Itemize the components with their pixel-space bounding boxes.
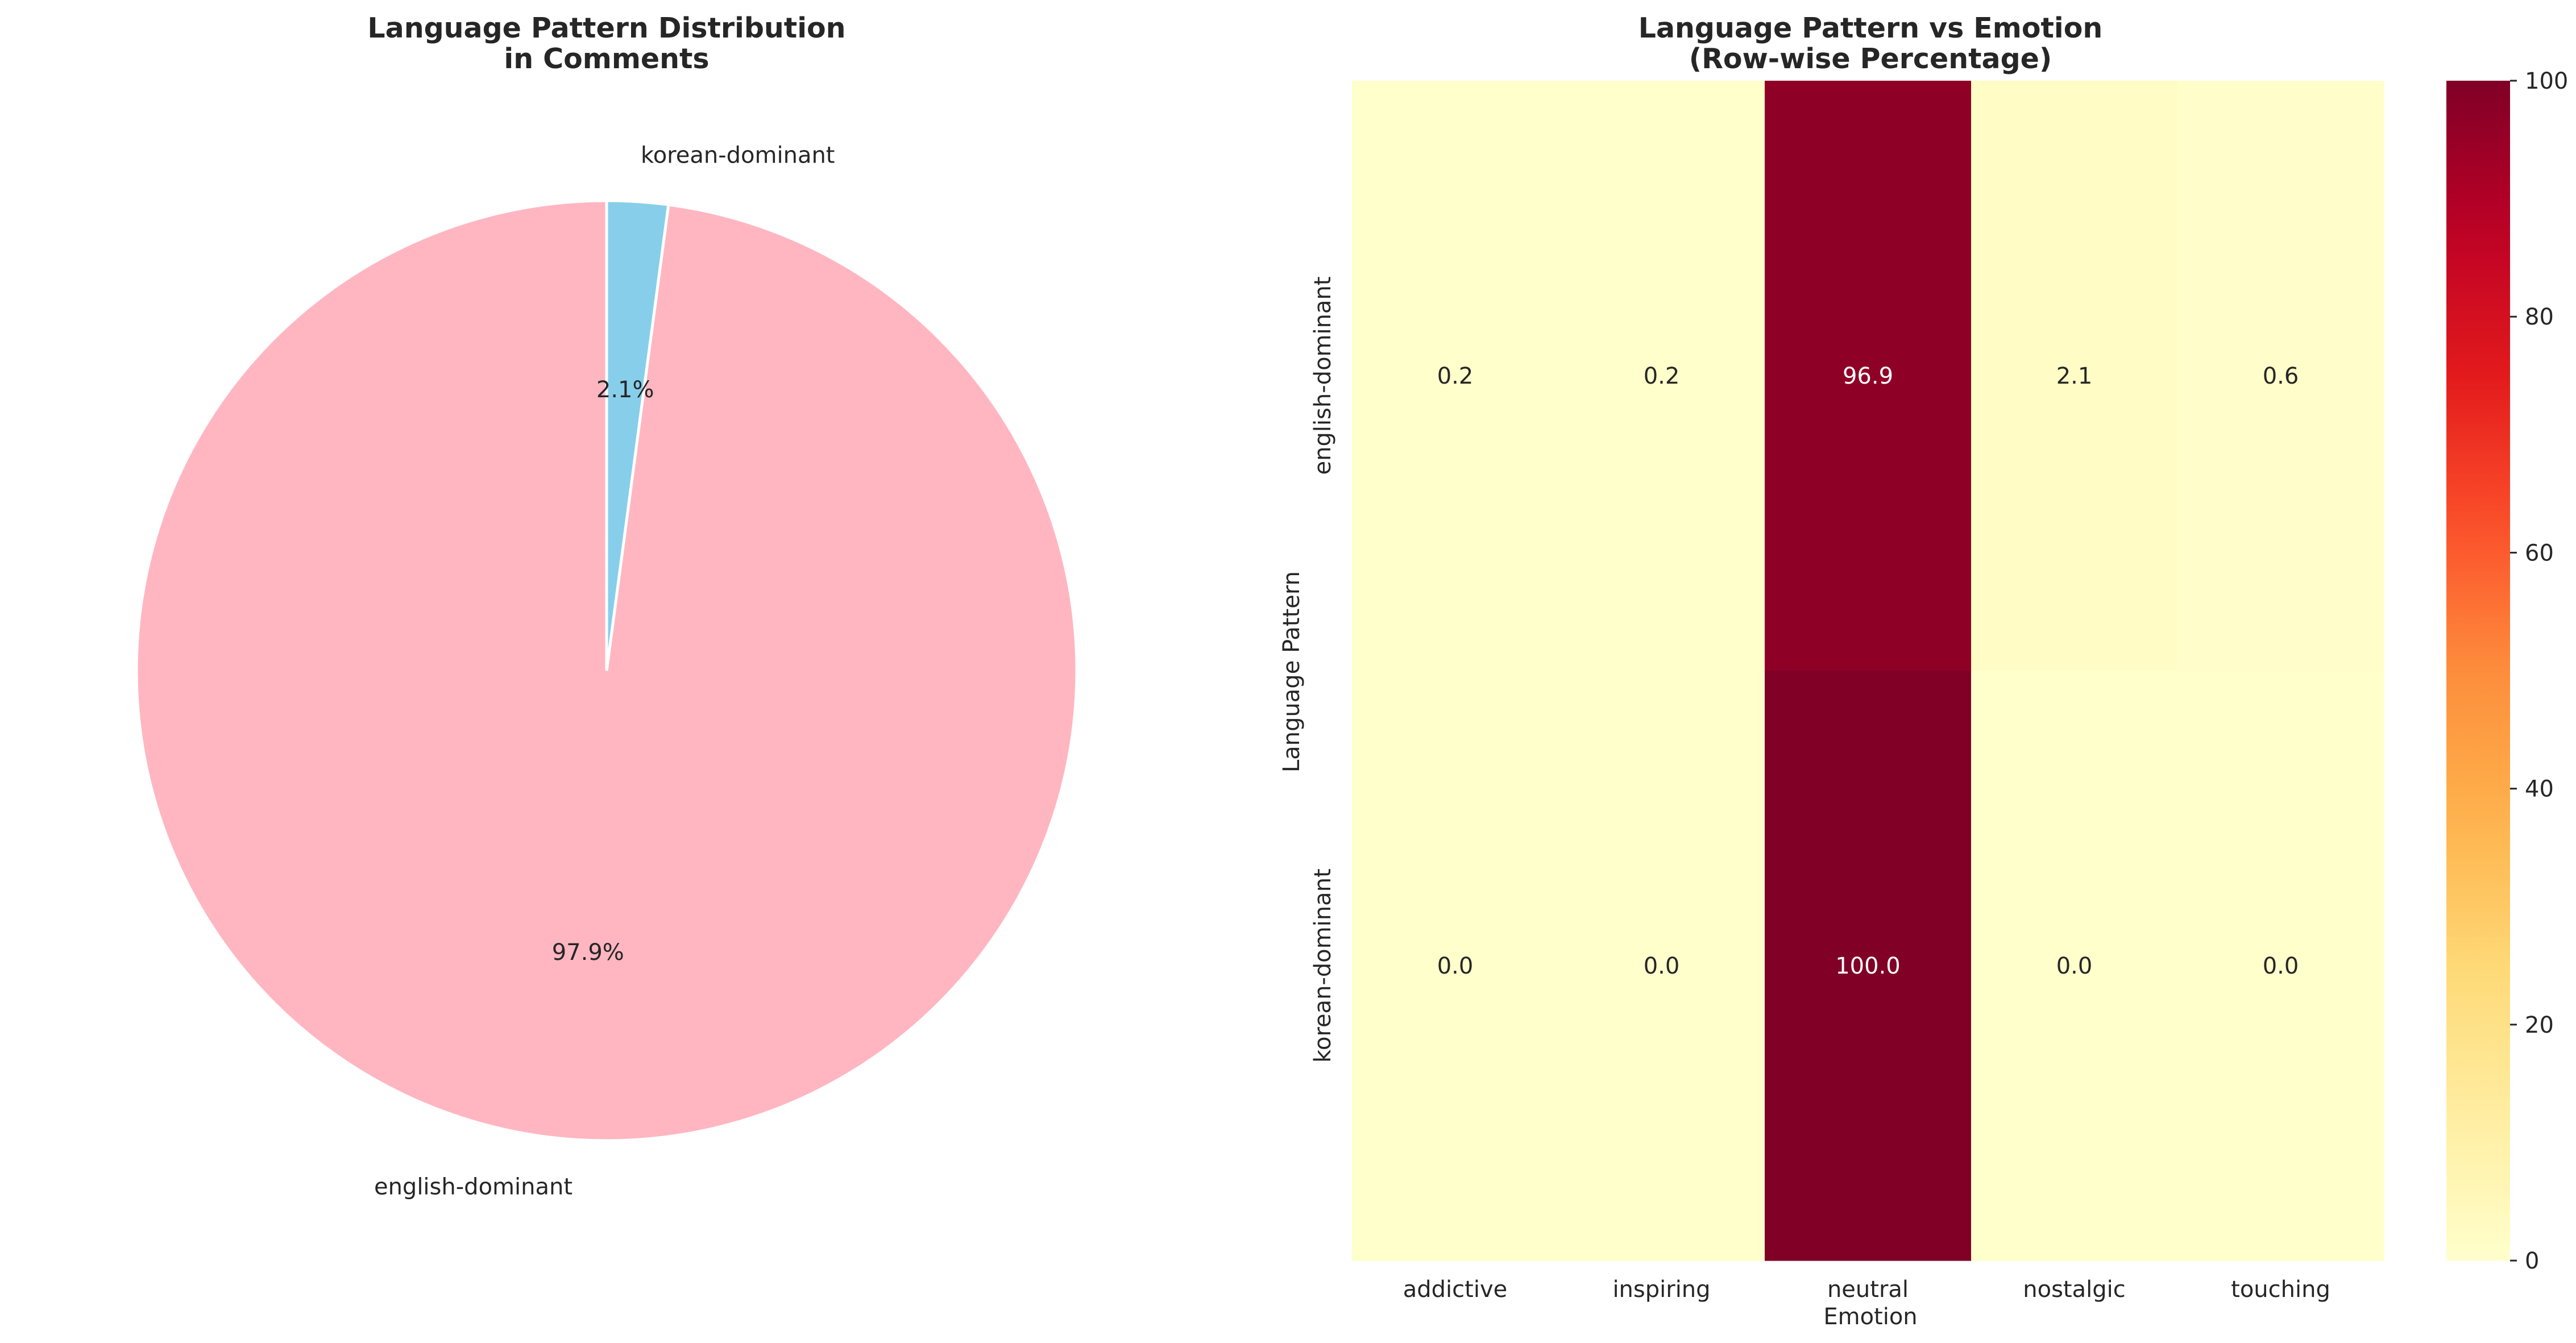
heatmap-value-english-dominant-nostalgic: 2.1 [2056, 363, 2093, 389]
heatmap-value-english-dominant-neutral: 96.9 [1843, 363, 1893, 389]
pie-slice-korean-dominant [605, 199, 670, 671]
colorbar: 0 20 40 60 80 100 [2446, 68, 2568, 1274]
colorbar-tick-label-20: 20 [2525, 1012, 2554, 1038]
heatmap-cell-english-dominant-nostalgic [1971, 81, 2178, 671]
heatmap-cell-english-dominant-neutral [1765, 81, 1972, 671]
colorbar-tick-label-60: 60 [2525, 540, 2554, 566]
heatmap-value-labels: 0.2 0.2 96.9 2.1 0.6 0.0 0.0 100.0 0.0 0.0 [1437, 363, 2299, 979]
heatmap-cell-english-dominant-addictive [1352, 81, 1559, 671]
pie-pct-korean-dominant: 2.1% [596, 377, 654, 403]
heatmap-title-line2: (Row-wise Percentage) [1689, 43, 2052, 75]
heatmap-value-english-dominant-addictive: 0.2 [1437, 363, 1474, 389]
pie-label-korean-dominant: korean-dominant [641, 142, 835, 168]
heatmap-cell-korean-dominant-addictive [1352, 671, 1559, 1261]
heatmap-x-tick-nostalgic: nostalgic [2023, 1277, 2125, 1303]
colorbar-tick-label-80: 80 [2525, 304, 2554, 330]
heatmap-value-english-dominant-touching: 0.6 [2263, 363, 2299, 389]
heatmap-y-tick-english-dominant: english-dominant [1310, 276, 1336, 475]
colorbar-tick-label-40: 40 [2525, 776, 2554, 803]
heatmap-cell-english-dominant-touching [2177, 81, 2384, 671]
heatmap-value-korean-dominant-addictive: 0.0 [1437, 953, 1474, 979]
pie-labels: english-dominant 97.9% korean-dominant 2.1% [374, 142, 835, 1200]
heatmap-y-tick-korean-dominant: korean-dominant [1310, 868, 1336, 1063]
pie-chart-panel: Language Pattern Distribution in Comment… [135, 12, 1078, 1200]
heatmap-cell-korean-dominant-inspiring [1558, 671, 1765, 1261]
heatmap-panel: Language Pattern vs Emotion (Row-wise Pe… [1279, 12, 2384, 1330]
colorbar-gradient [2446, 81, 2510, 1261]
heatmap-value-korean-dominant-inspiring: 0.0 [1644, 953, 1680, 979]
heatmap-value-korean-dominant-nostalgic: 0.0 [2056, 953, 2093, 979]
heatmap-cell-korean-dominant-nostalgic [1971, 671, 2178, 1261]
pie-title-line1: Language Pattern Distribution [367, 12, 845, 44]
heatmap-cell-korean-dominant-touching [2177, 671, 2384, 1261]
heatmap-x-tick-addictive: addictive [1403, 1277, 1507, 1303]
heatmap-x-tick-labels: addictive inspiring neutral nostalgic touchi… [1403, 1277, 2330, 1303]
pie-pct-english-dominant: 97.9% [552, 939, 624, 966]
heatmap-cell-korean-dominant-neutral [1765, 671, 1972, 1261]
heatmap-value-korean-dominant-touching: 0.0 [2263, 953, 2299, 979]
heatmap-x-tick-neutral: neutral [1827, 1277, 1909, 1303]
heatmap-value-english-dominant-inspiring: 0.2 [1644, 363, 1680, 389]
heatmap-x-axis-label: Emotion [1823, 1304, 1917, 1330]
heatmap-y-axis-label: Language Pattern [1279, 571, 1305, 772]
pie-slices [135, 199, 1078, 1142]
heatmap-x-tick-inspiring: inspiring [1612, 1277, 1710, 1303]
heatmap-x-tick-touching: touching [2231, 1277, 2330, 1303]
pie-label-english-dominant: english-dominant [374, 1174, 573, 1200]
heatmap-title-line1: Language Pattern vs Emotion [1638, 12, 2103, 44]
colorbar-tick-label-100: 100 [2525, 68, 2568, 94]
heatmap-cell-english-dominant-inspiring [1558, 81, 1765, 671]
pie-title-line2: in Comments [504, 43, 709, 75]
colorbar-tick-label-0: 0 [2525, 1248, 2539, 1274]
heatmap-cells [1352, 81, 2384, 1261]
colorbar-ticks: 0 20 40 60 80 100 [2510, 68, 2568, 1274]
heatmap-value-korean-dominant-neutral: 100.0 [1835, 953, 1901, 979]
heatmap-y-tick-labels: english-dominant korean-dominant [1310, 276, 1336, 1062]
